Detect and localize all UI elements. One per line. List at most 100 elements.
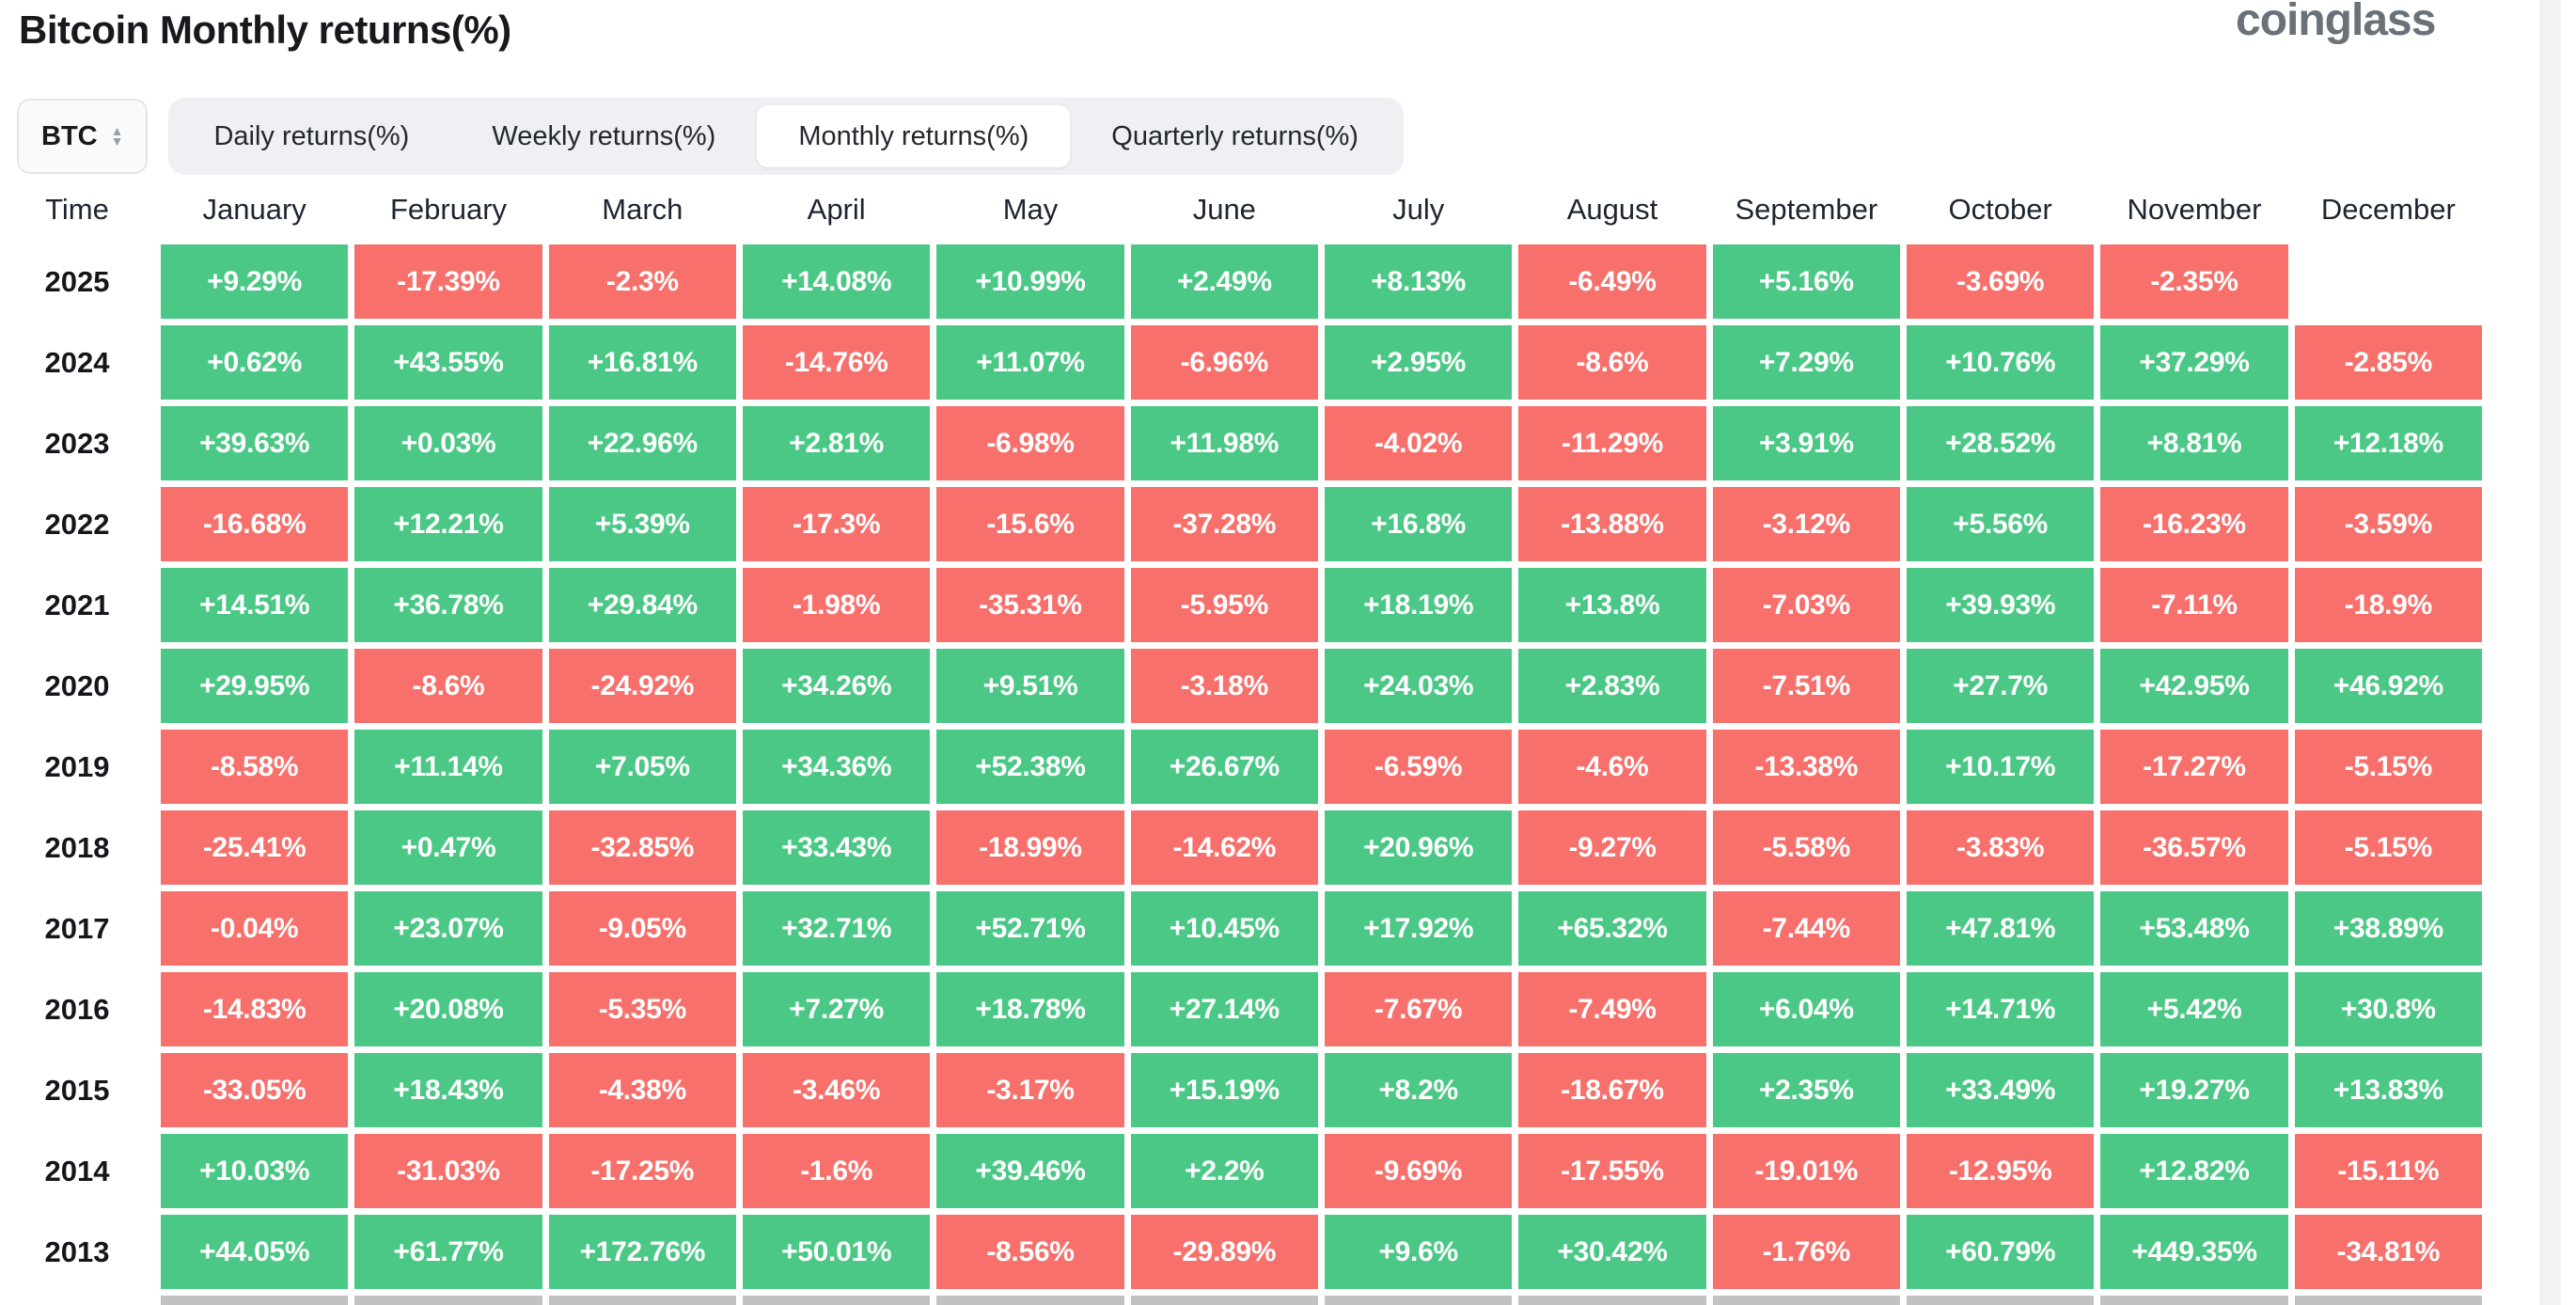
controls-bar: BTC ▲ ▼ Daily returns(%) Weekly returns(%… — [17, 98, 1404, 175]
return-cell: +449.35% — [2100, 1215, 2288, 1289]
table-row: 2014 +10.03% -31.03% -17.25% -1.6% +39.46% +2.… — [0, 1134, 2482, 1208]
column-header-august: August — [1566, 193, 1658, 226]
year-label: 2018 — [44, 830, 110, 864]
return-cell: -19.01% — [1712, 1134, 1900, 1208]
return-cell: +36.78% — [354, 568, 542, 642]
column-header-time: Time — [45, 193, 109, 226]
return-cell: +50.01% — [742, 1215, 931, 1289]
return-cell: +26.67% — [1130, 730, 1318, 804]
return-cell: +16.81% — [548, 325, 736, 400]
return-cell: +33.49% — [1906, 1053, 2095, 1127]
table-row: 2022 -16.68% +12.21% +5.39% -17.3% -15.6% -37.… — [0, 487, 2482, 561]
year-label: 2017 — [44, 911, 110, 945]
returns-tab-group: Daily returns(%) Weekly returns(%) Month… — [168, 98, 1404, 175]
column-header-march: March — [602, 193, 683, 226]
return-cell: -5.15% — [2294, 730, 2482, 804]
return-cell: +39.63% — [161, 406, 349, 480]
return-cell: -7.49% — [1518, 972, 1706, 1046]
return-cell: +47.81% — [1906, 891, 2095, 966]
return-cell: -1.6% — [742, 1134, 931, 1208]
return-cell — [354, 1296, 542, 1305]
column-header-february: February — [389, 193, 508, 226]
return-cell: +5.56% — [1906, 487, 2095, 561]
return-cell: +9.29% — [161, 244, 349, 319]
column-header-january: January — [202, 193, 306, 226]
tab-quarterly-returns[interactable]: Quarterly returns(%) — [1070, 105, 1400, 167]
return-cell: +14.08% — [742, 244, 931, 319]
return-cell: -4.6% — [1518, 730, 1706, 804]
table-row: 2019 -8.58% +11.14% +7.05% +34.36% +52.38% +26… — [0, 730, 2482, 804]
return-cell: +11.14% — [354, 730, 542, 804]
return-cell: -37.28% — [1130, 487, 1318, 561]
return-cell: -3.83% — [1906, 810, 2095, 885]
table-row: 2021 +14.51% +36.78% +29.84% -1.98% -35.31% -5… — [0, 568, 2482, 642]
return-cell: +18.78% — [936, 972, 1124, 1046]
return-cell — [1324, 1296, 1513, 1305]
column-header-september: September — [1735, 193, 1878, 226]
tab-monthly-returns[interactable]: Monthly returns(%) — [757, 105, 1071, 167]
year-label: 2022 — [44, 507, 110, 541]
return-cell: -31.03% — [354, 1134, 542, 1208]
return-cell: -7.44% — [1712, 891, 1900, 966]
return-cell: -12.95% — [1906, 1134, 2095, 1208]
table-row: 2020 +29.95% -8.6% -24.92% +34.26% +9.51% -3.1… — [0, 649, 2482, 723]
return-cell: -8.58% — [161, 730, 349, 804]
return-cell: +52.38% — [936, 730, 1124, 804]
return-cell: -17.3% — [742, 487, 931, 561]
return-cell: +33.43% — [742, 810, 931, 885]
return-cell: -6.49% — [1518, 244, 1706, 319]
return-cell: +0.47% — [354, 810, 542, 885]
return-cell: +27.14% — [1130, 972, 1318, 1046]
symbol-selector-value: BTC — [41, 120, 98, 151]
return-cell: +9.6% — [1324, 1215, 1513, 1289]
return-cell: -2.35% — [2100, 244, 2288, 319]
return-cell: -8.6% — [354, 649, 542, 723]
return-cell: +18.43% — [354, 1053, 542, 1127]
return-cell: -18.67% — [1518, 1053, 1706, 1127]
return-cell: +13.8% — [1518, 568, 1706, 642]
table-row: 2017 -0.04% +23.07% -9.05% +32.71% +52.71% +10… — [0, 891, 2482, 966]
return-cell: -25.41% — [161, 810, 349, 885]
return-cell: +20.08% — [354, 972, 542, 1046]
return-cell: -8.6% — [1518, 325, 1706, 400]
year-label: 2021 — [44, 588, 110, 621]
return-cell: +0.62% — [161, 325, 349, 400]
symbol-selector[interactable]: BTC ▲ ▼ — [17, 99, 149, 174]
table-row: 2024 +0.62% +43.55% +16.81% -14.76% +11.07% -6… — [0, 325, 2482, 400]
return-cell — [161, 1296, 349, 1305]
return-cell: +43.55% — [354, 325, 542, 400]
return-cell — [1518, 1296, 1706, 1305]
return-cell: -3.69% — [1906, 244, 2095, 319]
return-cell: -5.58% — [1712, 810, 1900, 885]
return-cell — [2295, 244, 2482, 319]
return-cell: -3.59% — [2294, 487, 2482, 561]
return-cell: +60.79% — [1906, 1215, 2095, 1289]
scrollbar-track[interactable] — [2540, 0, 2561, 1305]
return-cell: +11.07% — [936, 325, 1124, 400]
return-cell: +53.48% — [2100, 891, 2288, 966]
return-cell: -32.85% — [548, 810, 736, 885]
return-cell: +44.05% — [161, 1215, 349, 1289]
year-label: 2015 — [44, 1073, 110, 1107]
return-cell: +8.2% — [1324, 1053, 1513, 1127]
year-label: 2019 — [44, 749, 110, 783]
return-cell: -4.02% — [1324, 406, 1513, 480]
return-cell: +29.95% — [161, 649, 349, 723]
return-cell: -24.92% — [548, 649, 736, 723]
year-label: 2025 — [44, 264, 110, 298]
return-cell — [2294, 1296, 2482, 1305]
return-cell: -35.31% — [936, 568, 1124, 642]
return-cell: +12.82% — [2100, 1134, 2288, 1208]
return-cell: +34.36% — [742, 730, 931, 804]
table-row: 2018 -25.41% +0.47% -32.85% +33.43% -18.99% -1… — [0, 810, 2482, 885]
return-cell: -16.23% — [2100, 487, 2288, 561]
tab-daily-returns[interactable]: Daily returns(%) — [172, 105, 450, 167]
tab-weekly-returns[interactable]: Weekly returns(%) — [450, 105, 757, 167]
return-cell: -17.39% — [354, 244, 542, 319]
return-cell: +22.96% — [548, 406, 736, 480]
return-cell: +5.42% — [2100, 972, 2288, 1046]
return-cell: +172.76% — [548, 1215, 736, 1289]
return-cell: +15.19% — [1130, 1053, 1318, 1127]
return-cell: +2.2% — [1130, 1134, 1318, 1208]
